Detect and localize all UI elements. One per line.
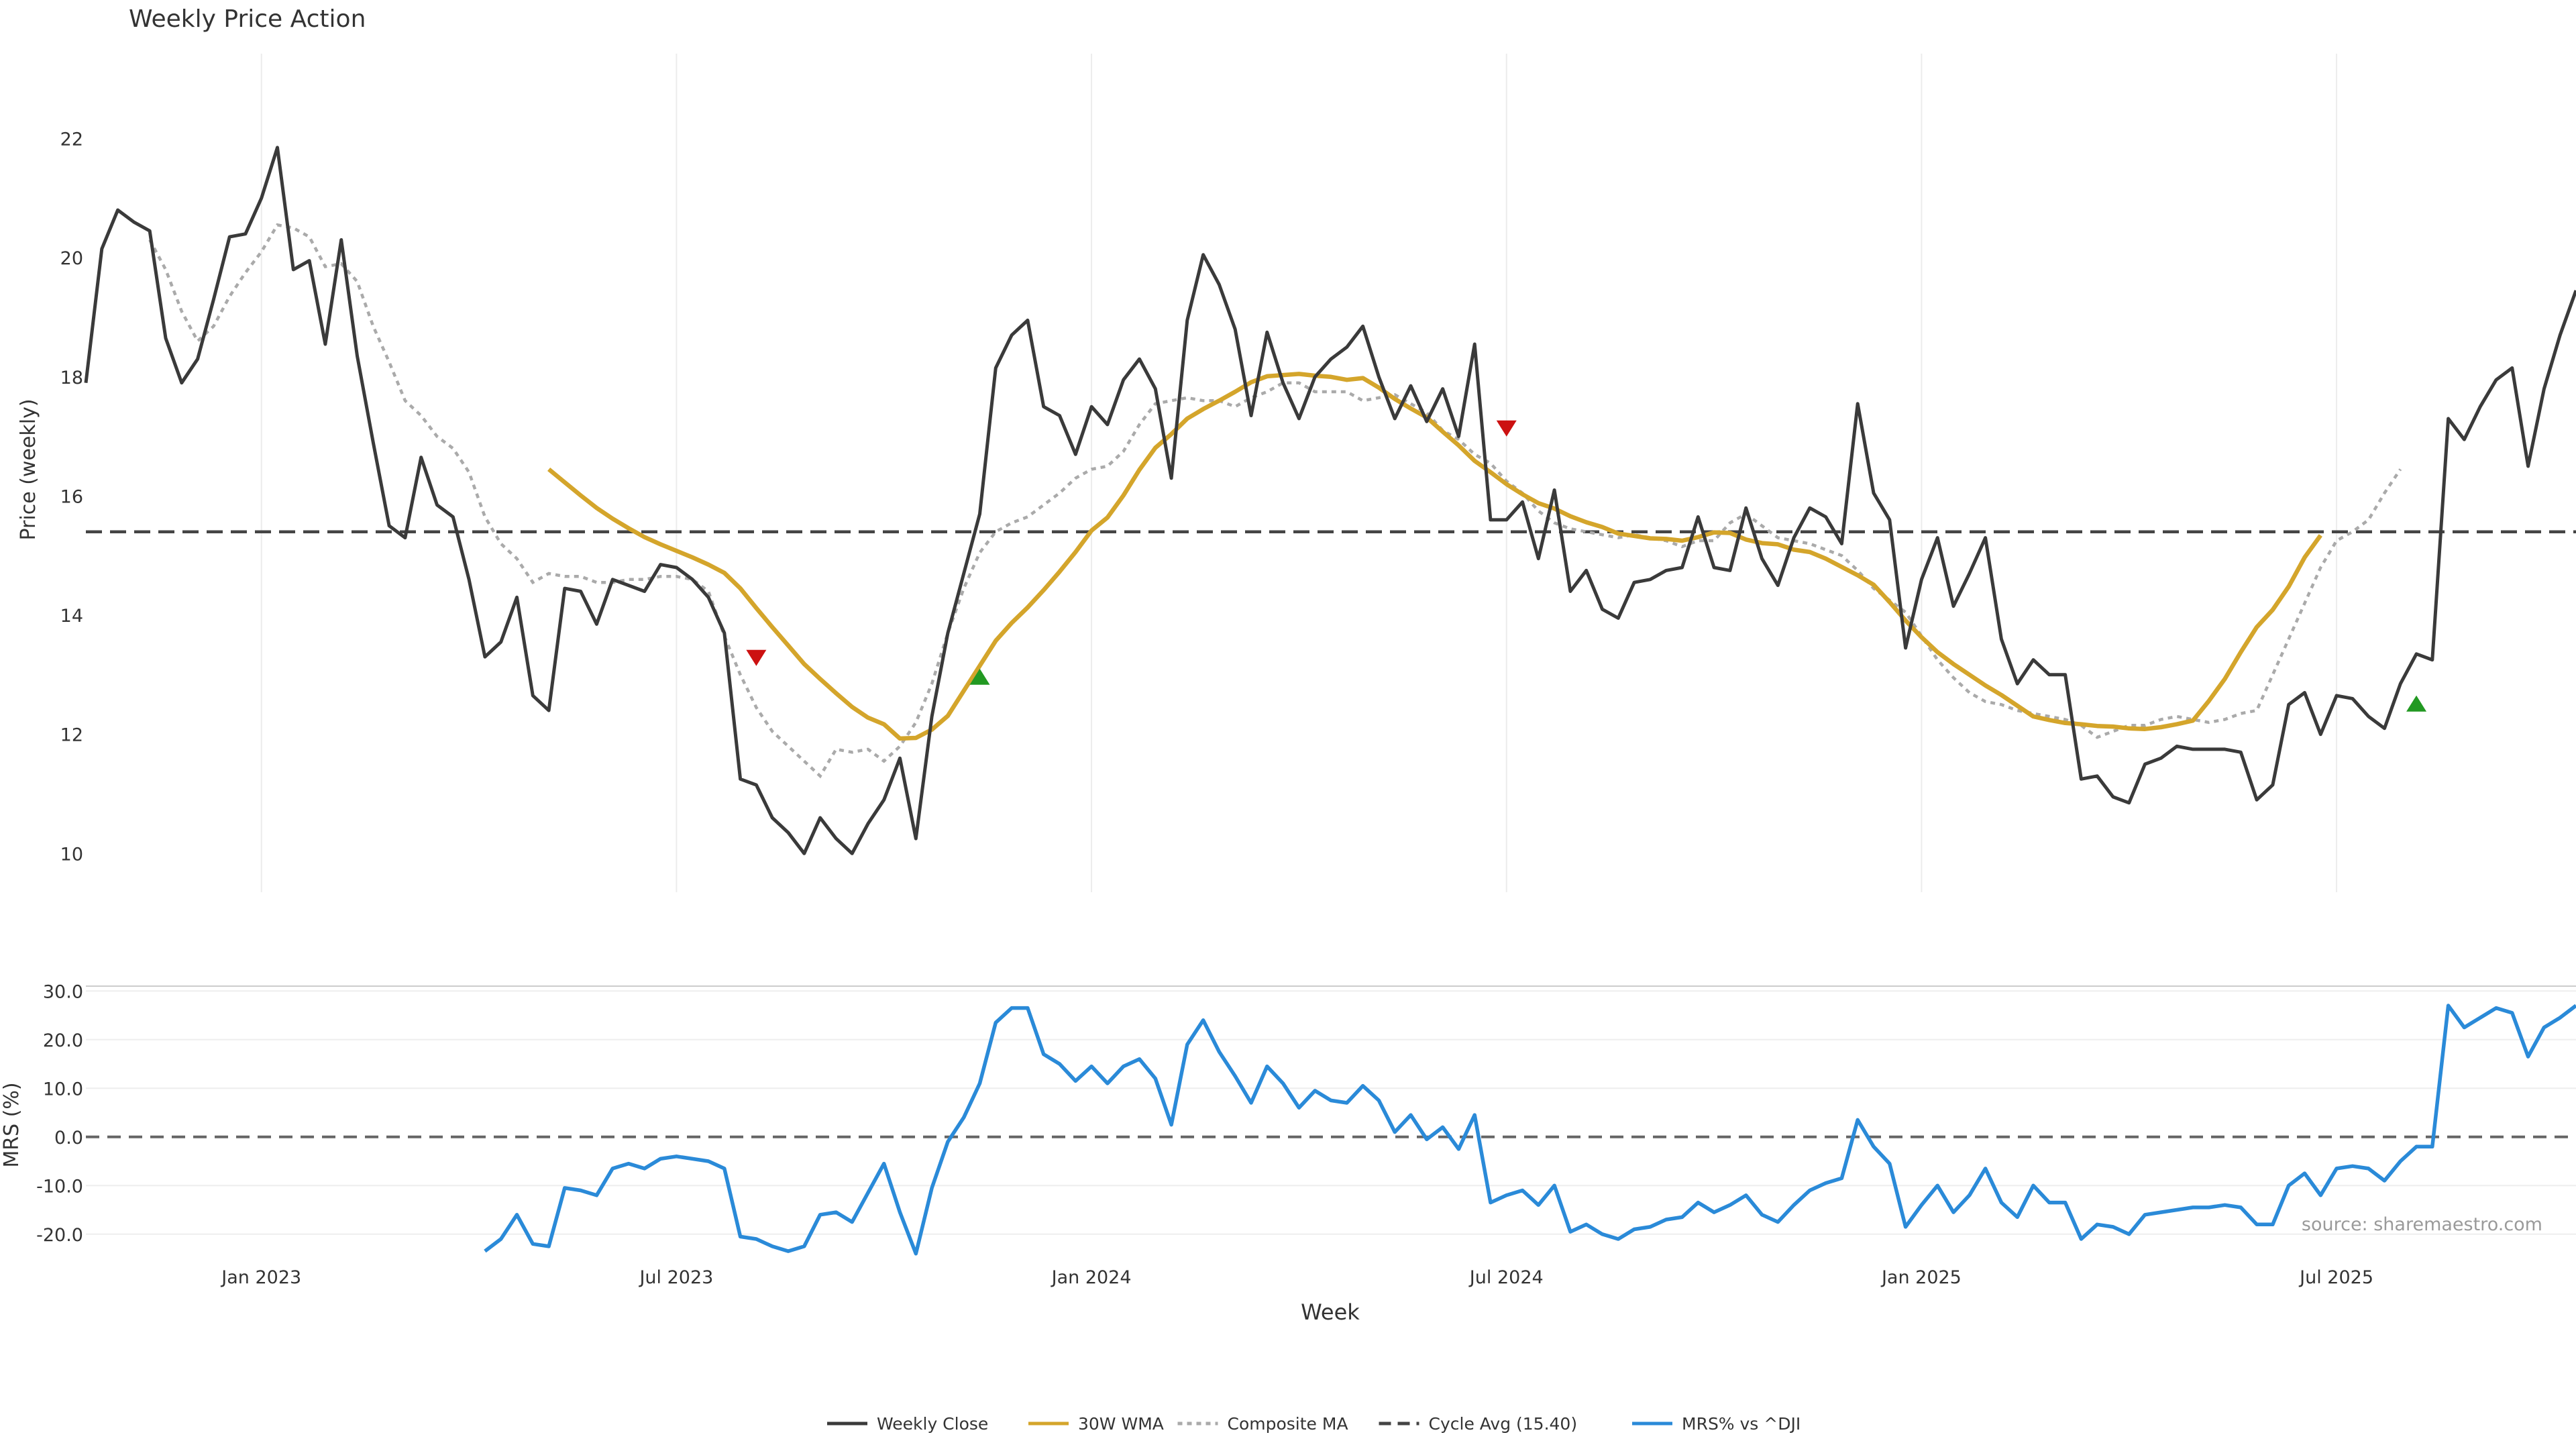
mrs-y-tick-label: -20.0 — [36, 1225, 83, 1246]
x-tick-label: Jul 2023 — [638, 1267, 713, 1288]
mrs-y-tick-label: 0.0 — [54, 1128, 83, 1148]
mrs-panel: 30.0 20.0 10.0 0.0 -10.0 -20.0 MRS (%) source… — [0, 981, 2576, 1325]
series-mrs — [484, 1004, 2576, 1256]
buy-signal-marker-3 — [2406, 695, 2427, 712]
signal-markers — [746, 420, 2427, 712]
series-weekly-close — [84, 146, 2576, 855]
x-tick-label: Jul 2025 — [2298, 1267, 2373, 1288]
x-tick-label: Jan 2024 — [1051, 1267, 1132, 1288]
x-tick-label: Jan 2025 — [1880, 1267, 1962, 1288]
price-y-tick-label: 22 — [60, 129, 83, 150]
legend-item-0: Weekly Close — [827, 1414, 988, 1434]
legend: Weekly Close 30W WMA Composite MA Cycle Avg… — [827, 1414, 1801, 1434]
legend-label: MRS% vs ^DJI — [1682, 1414, 1801, 1434]
price-panel: Weekly Price Action 10 12 14 16 18 20 22 Price… — [17, 5, 2576, 892]
x-axis-label: Week — [1301, 1299, 1360, 1325]
legend-item-1: 30W WMA — [1028, 1414, 1164, 1434]
price-y-tick-label: 12 — [60, 725, 83, 746]
legend-label: 30W WMA — [1078, 1414, 1164, 1434]
price-y-axis-label: Price (weekly) — [17, 398, 40, 540]
legend-label: Composite MA — [1228, 1414, 1348, 1434]
mrs-y-tick-label: -10.0 — [36, 1176, 83, 1197]
mrs-y-tick-label: 10.0 — [43, 1079, 83, 1099]
price-y-tick-label: 10 — [60, 844, 83, 865]
mrs-grid — [86, 990, 2576, 1235]
price-y-tick-label: 18 — [60, 368, 83, 388]
legend-item-2: Composite MA — [1177, 1414, 1348, 1434]
mrs-y-axis-label: MRS (%) — [0, 1082, 23, 1167]
x-tick-labels: Jan 2023 Jul 2023 Jan 2024 Jul 2024 Jan 2025… — [220, 1267, 2373, 1288]
sell-signal-marker-2 — [1496, 420, 1517, 437]
buy-signal-marker-1 — [969, 668, 990, 685]
legend-label: Cycle Avg (15.40) — [1429, 1414, 1578, 1434]
legend-item-3: Cycle Avg (15.40) — [1379, 1414, 1578, 1434]
x-tick-label: Jul 2024 — [1468, 1267, 1544, 1288]
price-y-tick-label: 14 — [60, 606, 83, 627]
price-y-tick-label: 16 — [60, 486, 83, 507]
mrs-y-ticks: 30.0 20.0 10.0 0.0 -10.0 -20.0 — [36, 981, 83, 1246]
price-y-tick-label: 20 — [60, 248, 83, 269]
legend-label: Weekly Close — [877, 1414, 988, 1434]
legend-item-4: MRS% vs ^DJI — [1632, 1414, 1801, 1434]
price-y-ticks: 10 12 14 16 18 20 22 — [60, 129, 83, 865]
mrs-y-tick-label: 30.0 — [43, 981, 83, 1002]
source-annotation: source: sharemaestro.com — [2302, 1214, 2542, 1235]
sell-signal-marker-0 — [746, 649, 767, 666]
mrs-y-tick-label: 20.0 — [43, 1030, 83, 1051]
x-tick-label: Jan 2023 — [220, 1267, 301, 1288]
chart-title: Weekly Price Action — [129, 5, 366, 33]
series-30w-wma — [547, 372, 2322, 741]
